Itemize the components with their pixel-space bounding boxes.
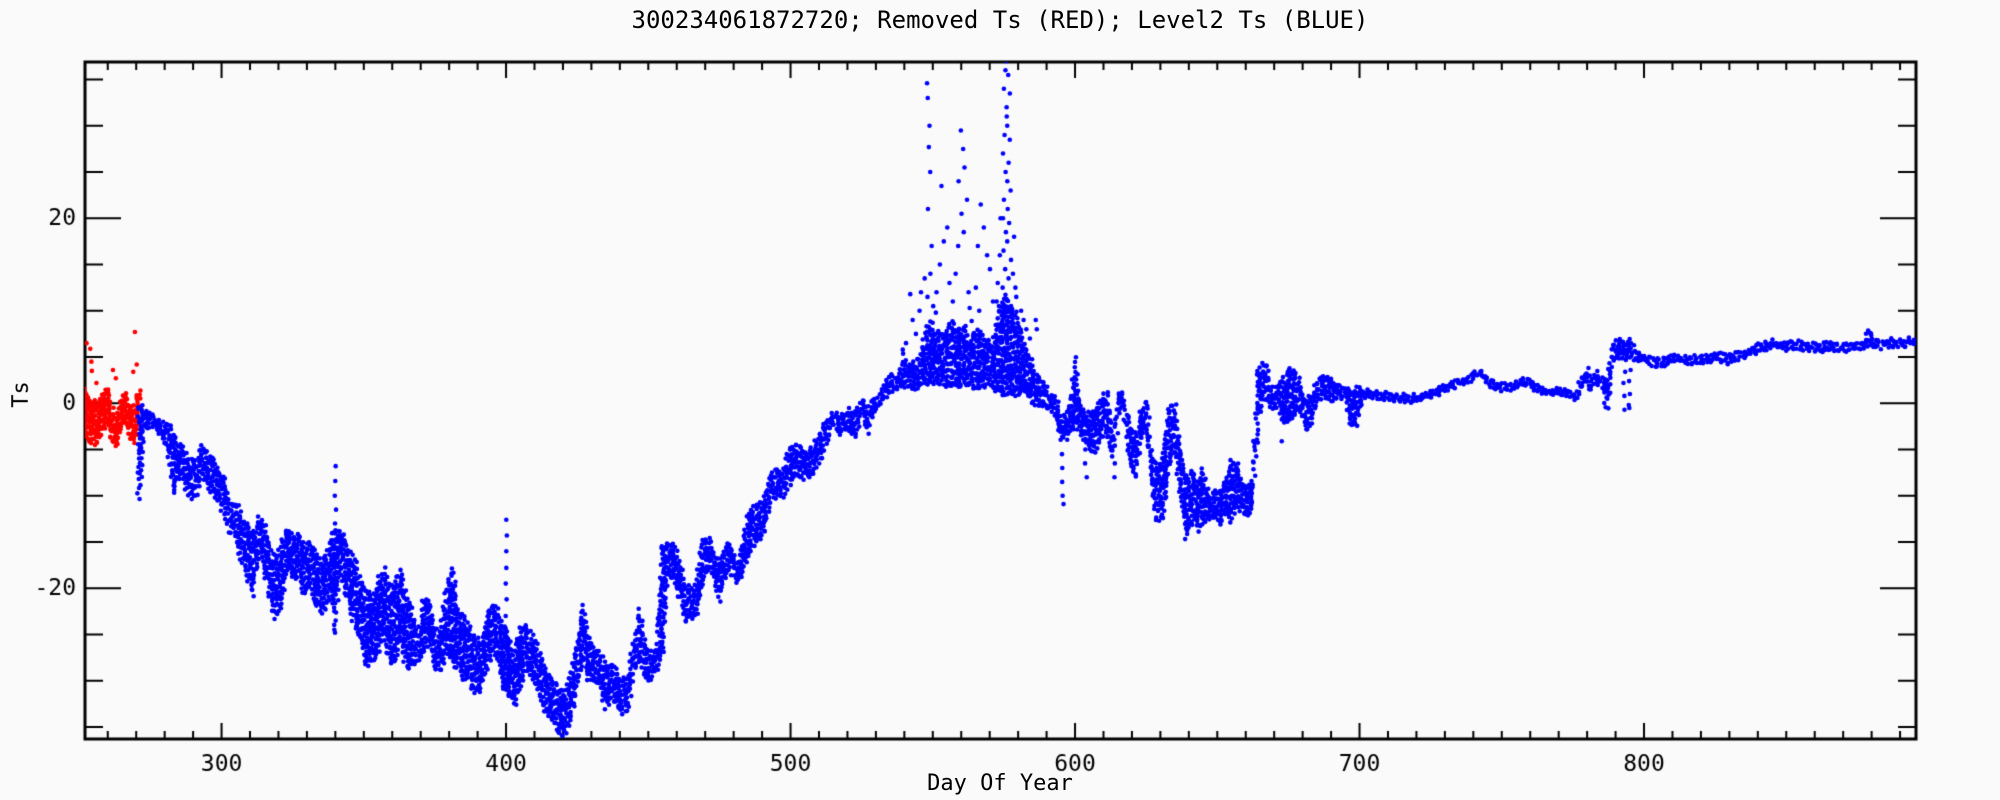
chart-title: 300234061872720; Removed Ts (RED); Level… (631, 6, 1369, 34)
y-axis-label: Ts (8, 381, 34, 408)
x-axis-label: Day Of Year (927, 771, 1073, 796)
